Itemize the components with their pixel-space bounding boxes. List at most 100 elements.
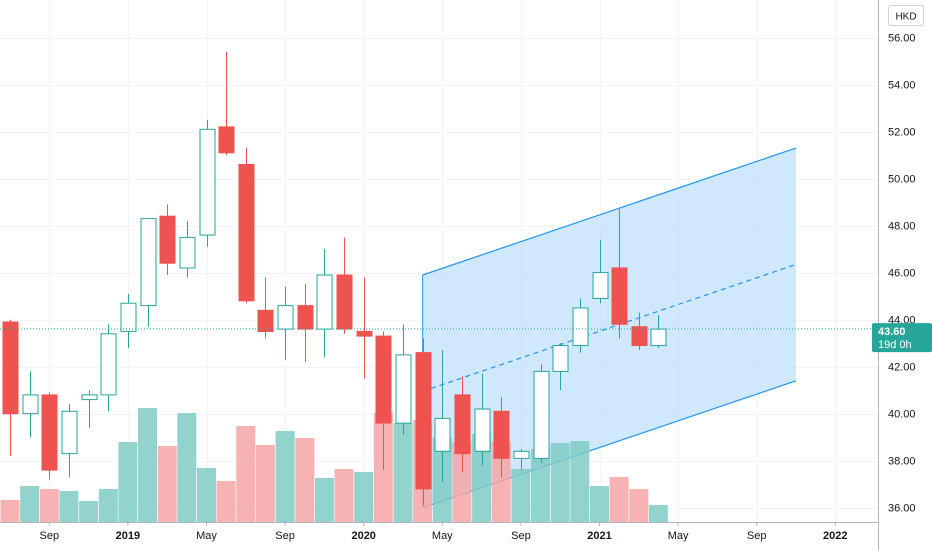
candle-28 — [552, 343, 569, 391]
price-candles — [2, 51, 667, 506]
candle-24 — [474, 373, 491, 466]
candle-32 — [631, 312, 648, 351]
candle-12 — [238, 148, 255, 304]
volume-bar-29 — [570, 441, 590, 522]
currency-text: HKD — [895, 12, 916, 23]
price-tick-2: 40.00 — [888, 409, 916, 421]
volume-bar-2 — [39, 489, 59, 522]
candle-body-5 — [100, 333, 117, 396]
volume-bar-25 — [491, 442, 511, 522]
candle-body-20 — [395, 354, 412, 424]
price-tick-10: 56.00 — [888, 33, 916, 45]
last-price-countdown: 19d 0h — [878, 339, 912, 351]
candle-body-30 — [592, 272, 609, 300]
volume-bars — [0, 408, 668, 522]
volume-bar-17 — [334, 469, 354, 522]
volume-bar-7 — [138, 408, 157, 522]
time-tick-9: Sep — [747, 530, 767, 542]
candle-26 — [513, 448, 530, 471]
volume-bar-23 — [452, 442, 472, 522]
candle-body-1 — [22, 394, 39, 415]
candle-body-22 — [434, 417, 451, 452]
candle-body-23 — [454, 394, 471, 455]
time-tick-1: 2019 — [116, 530, 140, 542]
candle-body-14 — [277, 305, 294, 330]
candle-6 — [120, 293, 137, 348]
last-price-box — [872, 323, 932, 353]
candle-8 — [159, 204, 176, 275]
candle-11 — [218, 51, 235, 156]
candle-25 — [493, 397, 510, 478]
candle-14 — [277, 286, 294, 360]
volume-bar-30 — [590, 486, 609, 522]
volume-bar-4 — [79, 501, 99, 522]
candle-2 — [41, 392, 58, 480]
candle-body-24 — [474, 408, 491, 452]
candle-31 — [611, 209, 628, 339]
time-tick-2: May — [196, 530, 217, 542]
price-axis[interactable]: 36.0038.0040.0042.0044.0046.0048.0050.00… — [888, 33, 916, 515]
volume-bar-3 — [59, 491, 79, 522]
candle-5 — [100, 324, 117, 412]
candle-17 — [336, 237, 353, 334]
candle-body-7 — [140, 218, 157, 307]
volume-bar-1 — [20, 486, 40, 522]
candle-29 — [572, 298, 589, 353]
price-tick-6: 48.00 — [888, 221, 916, 233]
candle-3 — [61, 404, 78, 478]
volume-bar-14 — [275, 431, 295, 522]
price-tick-3: 42.00 — [888, 362, 916, 374]
candle-13 — [257, 277, 274, 339]
volume-bar-27 — [531, 449, 550, 522]
volume-bar-31 — [609, 477, 629, 522]
candle-body-8 — [159, 215, 176, 264]
candle-body-17 — [336, 274, 353, 330]
candle-21 — [415, 338, 432, 506]
channel-upper-line[interactable] — [422, 147, 797, 276]
candle-30 — [592, 239, 609, 304]
volume-bar-8 — [157, 446, 177, 522]
time-tick-6: Sep — [511, 530, 531, 542]
candle-27 — [533, 364, 550, 464]
candle-body-16 — [316, 274, 333, 330]
candle-22 — [434, 350, 451, 482]
volume-bar-11 — [216, 481, 236, 522]
candle-19 — [375, 331, 392, 471]
time-tick-7: 2021 — [587, 530, 611, 542]
candle-20 — [395, 324, 412, 435]
currency-label[interactable]: HKD — [888, 5, 924, 26]
time-tick-8: May — [668, 530, 689, 542]
time-tick-5: May — [432, 530, 453, 542]
candle-body-29 — [572, 307, 589, 346]
time-axis[interactable]: Sep 2019 May Sep 2020 May Sep 2021 May Sep 2022 — [40, 522, 848, 542]
price-tick-7: 50.00 — [888, 174, 916, 186]
volume-bar-9 — [177, 413, 197, 522]
volume-bar-10 — [197, 468, 216, 522]
candle-body-13 — [257, 309, 274, 332]
candle-18 — [356, 277, 373, 379]
channel-fill — [422, 148, 796, 508]
candle-7 — [140, 218, 157, 327]
candle-body-21 — [415, 352, 432, 490]
channel-mid-line[interactable] — [422, 263, 797, 392]
price-tick-9: 54.00 — [888, 80, 916, 92]
price-tick-1: 38.00 — [888, 456, 916, 468]
volume-bar-20 — [393, 423, 413, 522]
volume-bar-26 — [511, 469, 531, 522]
time-tick-3: Sep — [275, 530, 295, 542]
candle-body-31 — [611, 267, 628, 325]
volume-bar-13 — [255, 445, 275, 522]
candle-body-25 — [493, 410, 510, 459]
volume-bar-28 — [550, 443, 570, 522]
time-tick-4: 2020 — [351, 530, 375, 542]
volume-bar-18 — [354, 472, 374, 522]
candle-15 — [297, 284, 314, 362]
candle-body-0 — [2, 321, 19, 415]
candle-33 — [650, 314, 667, 348]
currency-box — [888, 5, 924, 26]
candle-body-19 — [375, 335, 392, 424]
candle-body-10 — [199, 128, 216, 236]
candle-body-6 — [120, 302, 137, 332]
candle-body-26 — [513, 450, 530, 459]
